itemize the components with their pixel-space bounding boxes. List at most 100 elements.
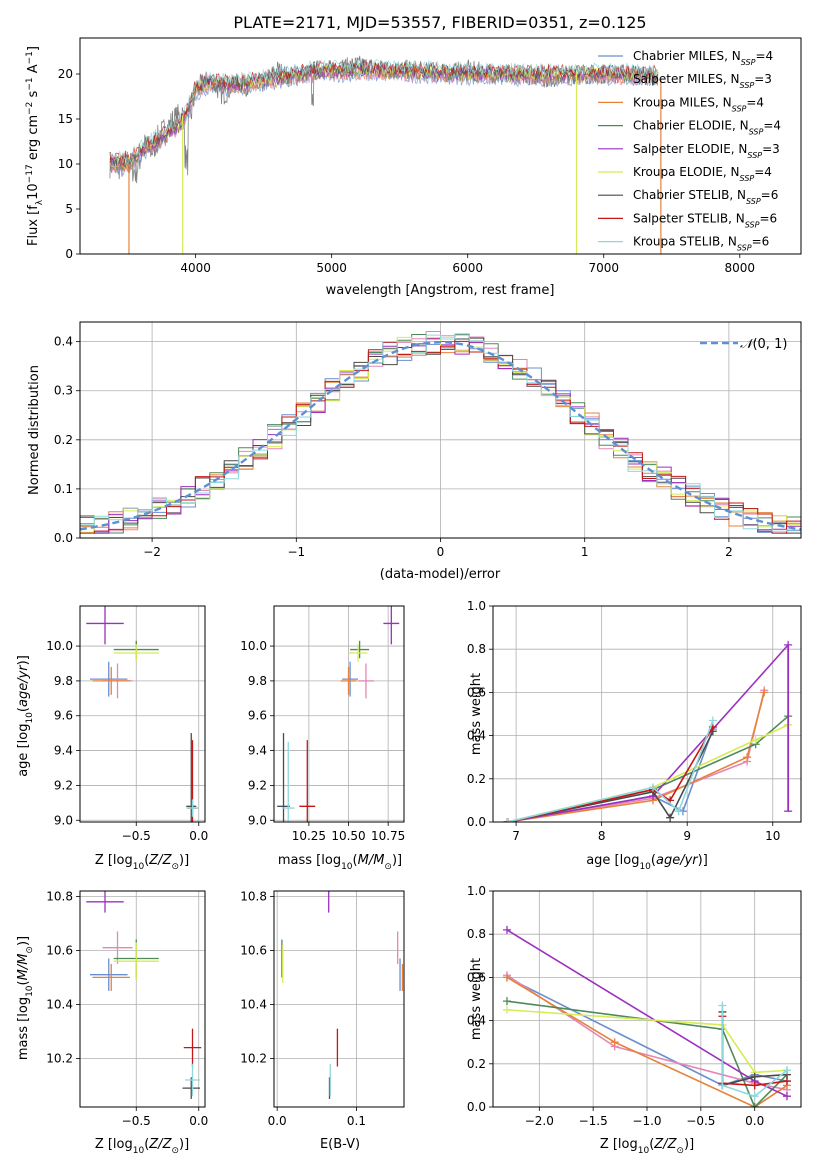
series-line xyxy=(506,1000,788,1107)
y-tick-label: 0.0 xyxy=(54,531,73,545)
x-tick-label: 9 xyxy=(683,829,691,843)
x-axis-label: E(B-V) xyxy=(320,1137,360,1152)
legend-label-text: Chabrier MILES, N xyxy=(633,49,741,63)
label-part: −1 xyxy=(25,77,35,90)
errorbar-points xyxy=(281,891,404,1099)
legend-label-text: Salpeter ELODIE, N xyxy=(633,142,747,156)
errorbar-point xyxy=(186,799,199,817)
x-tick-label: 0.0 xyxy=(189,1114,208,1128)
y-tick-label: 15 xyxy=(58,112,73,126)
label-part: age [log xyxy=(586,853,639,868)
x-tick-label: 6000 xyxy=(452,261,483,275)
series-marker xyxy=(666,813,675,822)
errorbar-point xyxy=(113,942,159,981)
series-marker xyxy=(503,925,511,934)
label-part: ⊙ xyxy=(171,1146,179,1156)
legend-label-sub: SSP xyxy=(746,197,761,206)
series-line xyxy=(507,724,789,822)
errorbar-point xyxy=(182,1077,200,1099)
label-part: ⊙ xyxy=(676,1146,684,1156)
y-tick-label: 0.0 xyxy=(467,1100,486,1114)
x-tick-label: 10 xyxy=(765,829,780,843)
y-tick-label: 9.0 xyxy=(248,813,267,827)
y-tick-label: 10.2 xyxy=(46,1051,73,1065)
label-part: 10 xyxy=(25,712,35,724)
label-part: M/M xyxy=(16,954,31,981)
x-tick-label: 0.1 xyxy=(347,1114,366,1128)
histogram-series xyxy=(80,340,801,538)
errorbar-point xyxy=(92,666,130,695)
series-marker xyxy=(750,1103,759,1107)
legend-label-n: =4 xyxy=(755,49,773,63)
label-part: mass [log xyxy=(278,853,341,868)
legend-label: Chabrier STELIB, NSSP=6 xyxy=(633,188,778,206)
label-part: )] xyxy=(179,853,189,868)
x-tick-label: −0.5 xyxy=(686,1114,715,1128)
y-tick-label: 9.2 xyxy=(54,778,73,792)
label-part: )] xyxy=(684,1137,694,1152)
label-part: 10 xyxy=(26,183,41,200)
x-tick-label: −2.0 xyxy=(525,1114,554,1128)
errorbar-point xyxy=(358,663,374,699)
age-vs-mass-panel: 10.25 10.50 10.75 9.0 9.2 9.4 9.6 9.8 10.0 mass [… xyxy=(240,605,405,872)
legend-label-text: Kroupa ELODIE, N xyxy=(633,165,740,179)
series-line xyxy=(507,730,714,822)
series-line xyxy=(506,1009,788,1074)
series-marker xyxy=(718,1001,727,1010)
errorbar-point xyxy=(90,958,128,991)
x-tick-label: 10.50 xyxy=(331,829,365,843)
legend-label: Kroupa STELIB, NSSP=6 xyxy=(633,235,769,253)
label-part: age/yr xyxy=(656,853,699,868)
plot-frame xyxy=(273,890,405,1108)
legend-label-sub: SSP xyxy=(737,243,752,252)
label-part: )] xyxy=(16,936,31,946)
x-axis-label: mass [log10(M/M⊙)] xyxy=(278,853,402,872)
errorbar-point xyxy=(340,666,357,695)
series-line xyxy=(507,720,714,822)
y-tick-label: 10.6 xyxy=(46,943,73,957)
y-tick-label: 0.2 xyxy=(467,772,486,786)
label-part: λ xyxy=(35,199,45,205)
x-tick-label: 10.75 xyxy=(371,829,405,843)
errorbar-point xyxy=(185,1063,200,1097)
x-axis-label: Z [log10(Z/Z⊙)] xyxy=(95,853,189,872)
y-tick-label: 0.2 xyxy=(54,433,73,447)
y-tick-label: 10.8 xyxy=(240,889,267,903)
errorbar-point xyxy=(350,640,370,659)
label-part: ] xyxy=(26,46,41,51)
plot-frame xyxy=(273,605,405,823)
legend-label: Kroupa ELODIE, NSSP=4 xyxy=(633,165,772,183)
x-tick-label: −2 xyxy=(143,545,161,559)
legend-label-n: =6 xyxy=(759,211,777,225)
y-axis-label: mass weight xyxy=(469,673,484,755)
series-line xyxy=(721,1005,788,1098)
label-part: erg cm xyxy=(26,115,41,164)
y-axis-label: mass weight xyxy=(469,958,484,1040)
x-tick-label: 7 xyxy=(512,829,520,843)
label-part: 10 xyxy=(133,862,145,872)
x-tick-label: −0.5 xyxy=(122,829,151,843)
label-part: Z [log xyxy=(95,1137,133,1152)
legend-label: Chabrier MILES, NSSP=4 xyxy=(633,49,773,67)
y-axis-label: Normed distribution xyxy=(27,365,42,495)
x-tick-label: 0.0 xyxy=(189,829,208,843)
label-part: s xyxy=(26,90,41,101)
legend-label-args: (0, 1) xyxy=(752,337,787,352)
series-marker xyxy=(718,1081,727,1090)
label-part: 10 xyxy=(133,1146,145,1156)
series-marker xyxy=(743,753,752,762)
label-part: ⊙ xyxy=(171,862,179,872)
x-tick-label: 2 xyxy=(725,545,733,559)
label-part: −2 xyxy=(25,102,35,115)
series-line xyxy=(507,644,789,822)
errorbar-point xyxy=(183,1028,202,1067)
y-tick-label: 0.8 xyxy=(467,927,486,941)
series-line xyxy=(506,974,788,1091)
y-tick-label: 0.4 xyxy=(467,729,486,743)
errorbar-points xyxy=(86,606,199,822)
legend-label-n: =4 xyxy=(746,95,764,109)
y-tick-label: 0 xyxy=(65,247,73,261)
errorbar-points xyxy=(86,891,202,1099)
series-marker xyxy=(760,688,769,697)
legend-label: 𝒩(0, 1) xyxy=(740,337,787,352)
